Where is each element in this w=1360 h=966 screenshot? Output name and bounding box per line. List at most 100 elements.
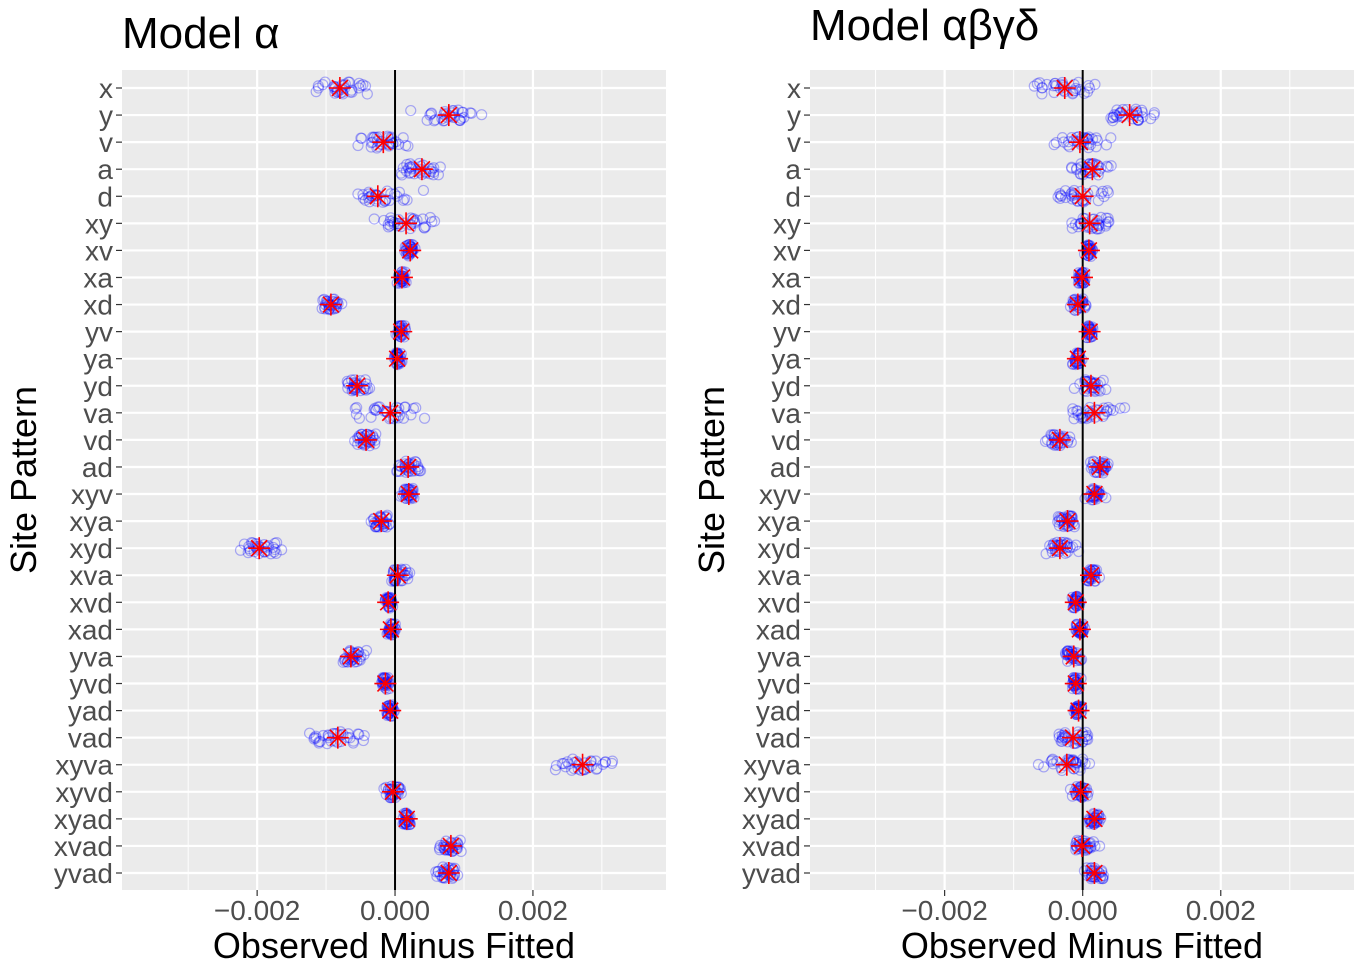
data-point-v: [1090, 132, 1102, 144]
data-point-a: [403, 167, 415, 179]
y-tick-label: y: [787, 100, 801, 131]
mean-marker-stroke: [1083, 160, 1101, 178]
mean-marker-stroke: [399, 458, 417, 476]
data-point-xyv: [401, 487, 413, 499]
data-point-ad: [1093, 459, 1105, 471]
data-point-xv: [406, 243, 418, 255]
data-point-yva: [337, 656, 349, 668]
mean-marker-xyv: [1083, 483, 1106, 506]
y-tick-label: yd: [771, 371, 801, 402]
mean-marker-y: [437, 104, 460, 127]
data-point-xyd: [1051, 545, 1063, 558]
data-point-yvd: [376, 678, 389, 691]
y-tick-label: xyd: [69, 533, 113, 564]
mean-marker-xd: [319, 293, 342, 316]
data-point-xy: [378, 214, 390, 227]
mean-marker-stroke: [389, 566, 407, 584]
data-point-xya: [1055, 512, 1067, 524]
data-point-yad: [381, 701, 393, 713]
data-point-xyva: [590, 755, 602, 767]
panel-title: Model αβγδ: [810, 1, 1039, 50]
data-point-va: [1104, 404, 1117, 416]
data-point-ad: [404, 463, 416, 475]
mean-marker-v: [1068, 131, 1091, 154]
data-point-xyva: [1067, 755, 1080, 767]
data-point-vd: [353, 430, 365, 442]
mean-marker-stroke: [1051, 539, 1069, 557]
mean-marker-y: [1118, 104, 1141, 127]
data-point-xa: [1075, 270, 1087, 282]
y-tick-label: xyad: [54, 804, 113, 835]
data-point-a: [420, 166, 432, 178]
mean-marker-xv: [1077, 239, 1100, 262]
data-point-d: [370, 189, 382, 201]
data-point-v: [1086, 133, 1099, 145]
data-point-xya: [1068, 518, 1080, 531]
data-point-ad: [391, 465, 403, 478]
data-point-xva: [393, 567, 405, 579]
mean-marker-stroke: [440, 864, 458, 882]
mean-marker-stroke: [1051, 431, 1069, 449]
data-point-xyad: [1086, 816, 1098, 829]
mean-marker-stroke: [1056, 79, 1074, 97]
mean-marker-stroke: [1070, 702, 1088, 720]
data-point-yv: [393, 326, 405, 339]
data-point-vad: [353, 728, 365, 740]
data-point-vad: [347, 735, 360, 747]
mean-marker-stroke: [413, 160, 431, 178]
data-point-yv: [399, 323, 411, 335]
data-point-a: [428, 166, 440, 178]
data-point-yd: [348, 383, 361, 396]
mean-marker-xvad: [1071, 834, 1093, 857]
data-point-yv: [397, 325, 409, 337]
data-point-xva: [399, 563, 412, 575]
mean-marker-xyd: [1048, 537, 1071, 560]
data-point-a: [1101, 160, 1113, 172]
data-point-xyd: [234, 544, 247, 556]
data-point-yad: [1069, 701, 1081, 714]
data-point-xad: [1075, 621, 1087, 633]
data-point-vd: [364, 440, 376, 452]
x-axis-title: Observed Minus Fitted: [901, 925, 1263, 966]
mean-marker-stroke: [574, 756, 592, 774]
mean-marker-yd: [1079, 374, 1102, 397]
data-point-xya: [1053, 514, 1065, 526]
data-point-xa: [399, 275, 411, 287]
data-point-d: [401, 194, 413, 206]
data-point-xyva: [1067, 763, 1080, 775]
data-point-vd: [1050, 436, 1062, 448]
y-tick-label: xyvd: [743, 777, 801, 808]
data-point-yvad: [437, 861, 449, 873]
data-point-y: [1107, 111, 1119, 124]
data-point-v: [1090, 141, 1102, 153]
data-point-v: [1056, 132, 1069, 144]
data-point-xvd: [381, 594, 393, 606]
data-point-x: [359, 80, 372, 92]
mean-marker-stroke: [1073, 837, 1091, 855]
data-point-xva: [388, 575, 400, 587]
data-point-v: [356, 132, 368, 144]
mean-marker-stroke: [1121, 106, 1139, 124]
data-point-yv: [399, 320, 411, 332]
mean-marker-xv: [399, 239, 422, 262]
data-point-a: [404, 166, 416, 179]
mean-marker-xyva: [571, 753, 594, 776]
panel-2: xyvadxyxvxaxdyvyaydvavdadxyvxyaxydxvaxvd…: [691, 1, 1354, 966]
data-point-vd: [349, 435, 361, 447]
data-point-xa: [1075, 269, 1087, 281]
data-point-x: [355, 80, 367, 92]
mean-marker-ad: [1088, 455, 1111, 478]
data-point-yvd: [381, 676, 393, 688]
data-point-yad: [1076, 700, 1088, 712]
data-point-ad: [1091, 462, 1103, 474]
y-tick-label: yvad: [742, 858, 801, 889]
mean-marker-stroke: [1069, 296, 1087, 314]
data-point-d: [1080, 194, 1092, 206]
data-point-yv: [392, 329, 404, 341]
mean-marker-a: [1081, 158, 1104, 181]
data-point-xyva: [550, 759, 562, 772]
data-point-vad: [313, 735, 325, 748]
mean-marker-vad: [1062, 726, 1085, 749]
data-point-yvad: [441, 865, 454, 877]
mean-marker-stroke: [440, 106, 458, 124]
